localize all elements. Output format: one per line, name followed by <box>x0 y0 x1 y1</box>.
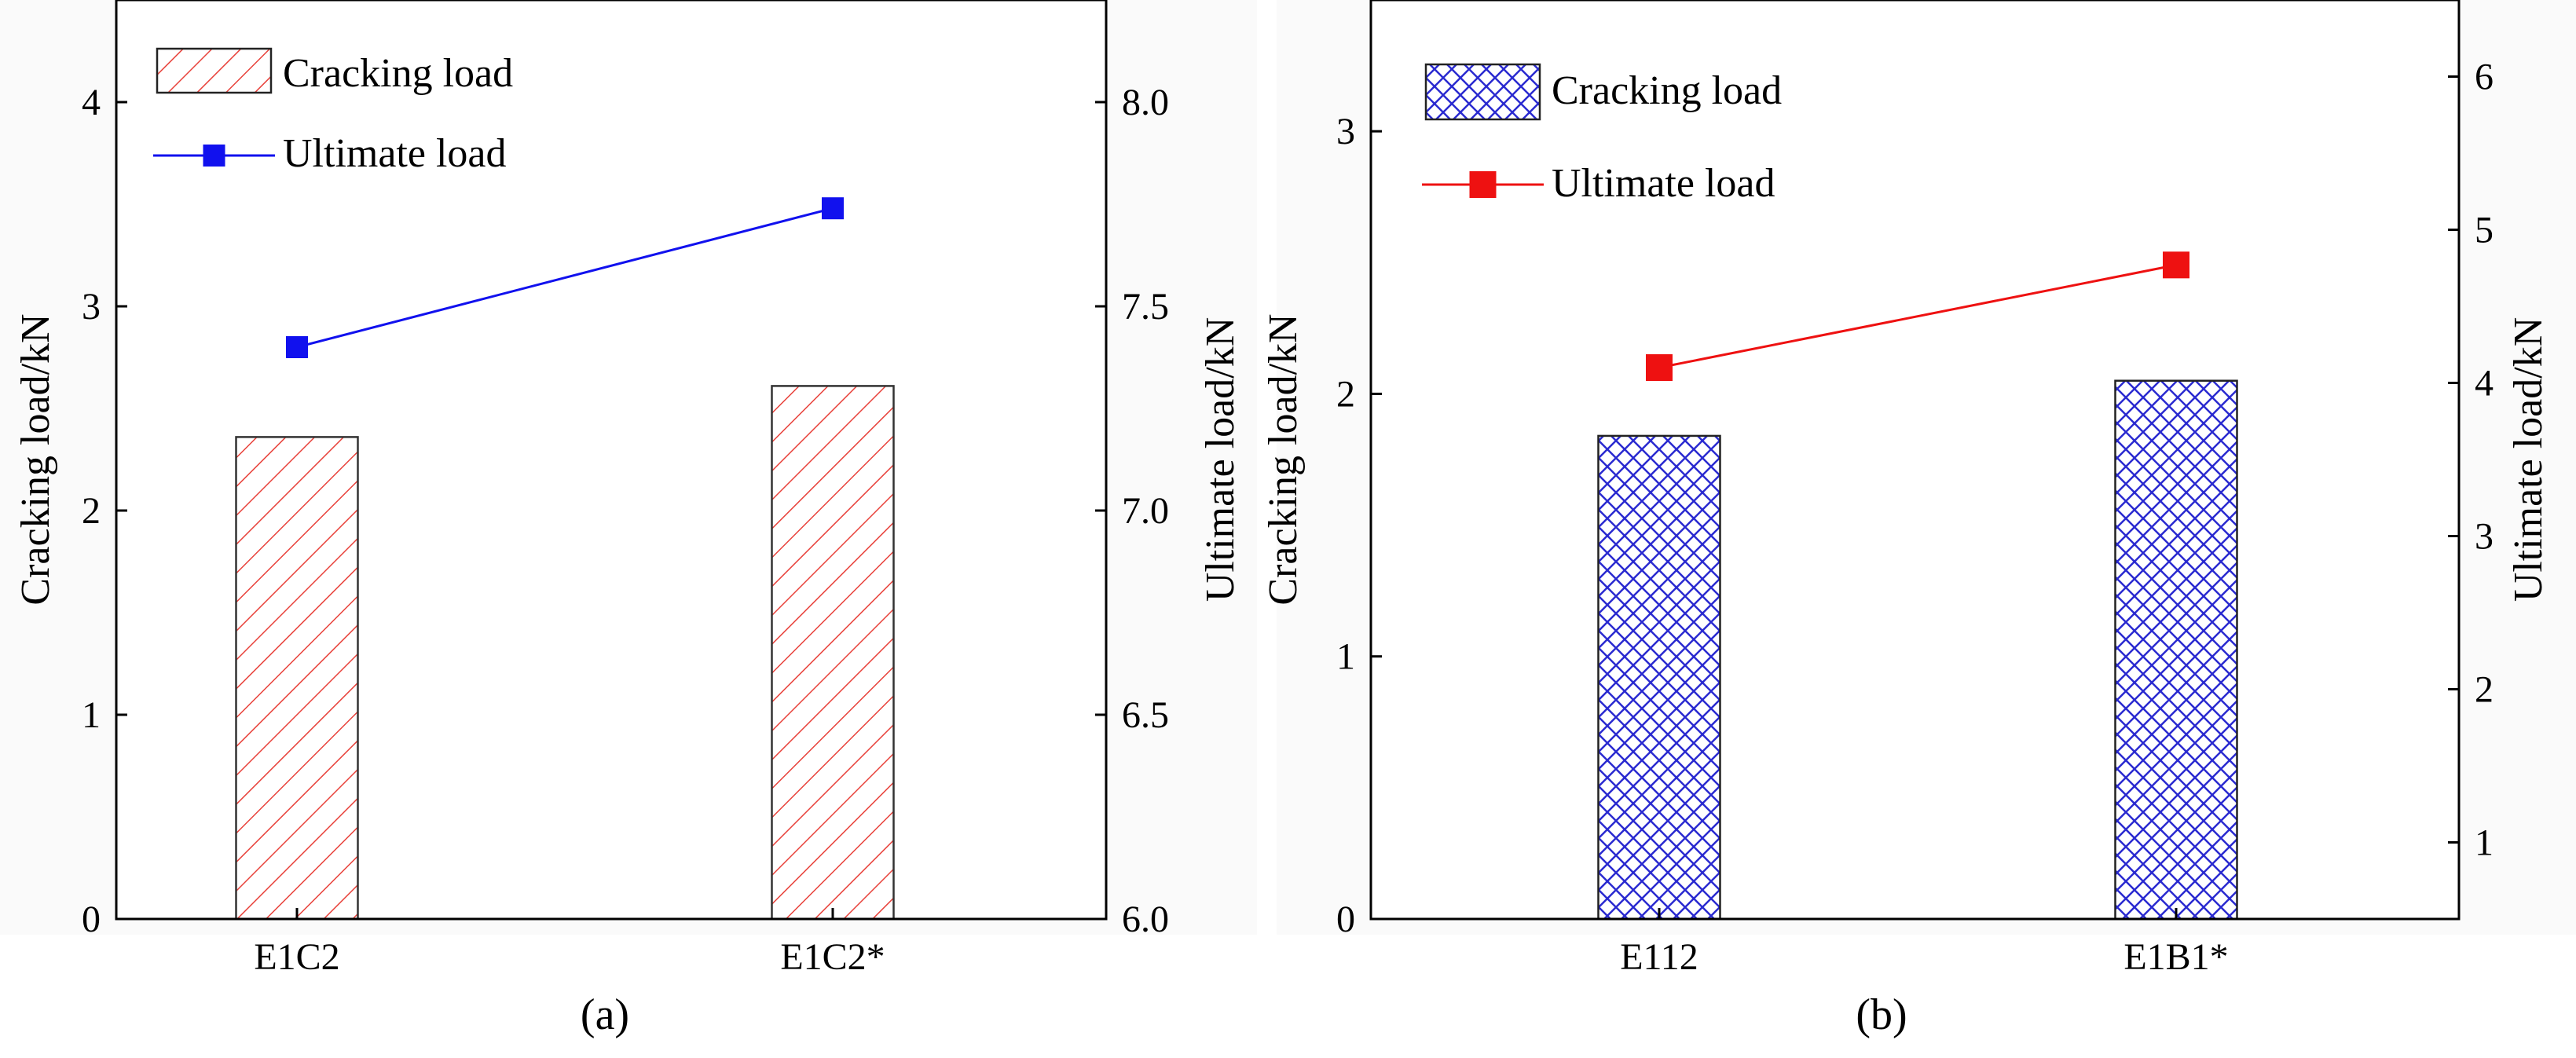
bar-b-2 <box>2114 379 2238 921</box>
bar-a-2 <box>771 385 895 921</box>
tick-label-left-b-3: 3 <box>1336 111 1355 152</box>
bar-a-1 <box>235 436 359 921</box>
tick-label-right-b-4: 5 <box>2475 210 2494 251</box>
plot-frame-a <box>115 0 1108 921</box>
bars-a <box>235 385 895 921</box>
legend-line-marker-a <box>203 145 225 167</box>
legend-bar-swatch-a <box>156 47 273 94</box>
y-axis-label-left-a: Cracking load/kN <box>13 313 58 605</box>
legend-bar-label-b: Cracking load <box>1552 68 1782 113</box>
tick-label-left-b-1: 1 <box>1336 636 1355 678</box>
tick-label-left-a-4: 4 <box>82 82 101 123</box>
legend-bar-label-a: Cracking load <box>283 51 513 96</box>
legend-bar-swatch-b <box>1424 63 1541 121</box>
ultimate-line-b <box>1658 263 2177 369</box>
plot-area-b <box>1371 0 2459 919</box>
tick-label-left-a-0: 0 <box>82 899 101 940</box>
y-axis-label-left-b: Cracking load/kN <box>1261 313 1306 605</box>
legend-line-label-a: Ultimate load <box>283 131 506 176</box>
ticks-right-a: 6.0 6.5 7.0 7.5 8.0 <box>1095 82 1169 940</box>
bar-b-1 <box>1597 434 1721 921</box>
ultimate-marker-a-2 <box>822 197 844 220</box>
ultimate-line-a <box>296 207 834 349</box>
tick-label-right-a-4: 8.0 <box>1122 82 1169 123</box>
legend-b: Cracking load Ultimate load <box>1422 63 1782 206</box>
ultimate-marker-a-1 <box>286 336 308 358</box>
ultimate-marker-b-2 <box>2163 251 2189 279</box>
tick-label-right-b-2: 3 <box>2475 516 2494 558</box>
panel-b: 0 1 2 3 1 2 3 4 5 6 E112 E1B1* Cracking load/kN U… <box>1261 0 2576 1039</box>
panel-a: 0 1 2 3 4 6.0 6.5 7.0 7.5 8.0 E1C2 E1C2* Cracking… <box>0 0 1257 1039</box>
tick-label-left-b-2: 2 <box>1336 373 1355 415</box>
tick-label-left-a-1: 1 <box>82 694 101 736</box>
ultimate-marker-b-1 <box>1646 354 1673 381</box>
tick-label-right-a-3: 7.5 <box>1122 286 1169 328</box>
legend-line-label-b: Ultimate load <box>1552 161 1775 206</box>
tick-label-right-a-1: 6.5 <box>1122 694 1169 736</box>
plot-frame-b <box>1369 0 2461 921</box>
bars-b <box>1597 379 2238 921</box>
tick-label-right-a-0: 6.0 <box>1122 899 1169 940</box>
legend-a: Cracking load Ultimate load <box>153 47 513 176</box>
ticks-x-a: E1C2 E1C2* <box>254 908 885 978</box>
tick-label-right-b-5: 6 <box>2475 57 2494 98</box>
category-label-a-1: E1C2* <box>780 936 885 978</box>
legend-line-marker-b <box>1469 171 1497 198</box>
ticks-right-b: 1 2 3 4 5 6 <box>2448 57 2494 864</box>
tick-label-right-a-2: 7.0 <box>1122 490 1169 532</box>
panel-caption-a: (a) <box>581 990 629 1039</box>
ticks-left-b: 0 1 2 3 <box>1336 111 1382 940</box>
tick-label-right-b-3: 4 <box>2475 363 2494 405</box>
tick-label-right-b-1: 2 <box>2475 669 2494 711</box>
plot-background-b <box>1371 0 2459 919</box>
panel-caption-b: (b) <box>1856 990 1907 1039</box>
y-axis-label-right-b: Ultimate load/kN <box>2506 317 2551 602</box>
ticks-left-a: 0 1 2 3 4 <box>82 82 127 940</box>
tick-label-right-b-0: 1 <box>2475 822 2494 864</box>
category-label-a-0: E1C2 <box>254 936 339 978</box>
tick-label-left-a-3: 3 <box>82 286 101 328</box>
y-axis-label-right-a: Ultimate load/kN <box>1198 317 1243 602</box>
tick-label-left-b-0: 0 <box>1336 899 1355 940</box>
line-b <box>1646 251 2189 381</box>
line-a <box>286 197 844 358</box>
ticks-x-b: E112 E1B1* <box>1620 908 2229 978</box>
category-label-b-0: E112 <box>1620 936 1698 978</box>
category-label-b-1: E1B1* <box>2123 936 2228 978</box>
tick-label-left-a-2: 2 <box>82 490 101 532</box>
